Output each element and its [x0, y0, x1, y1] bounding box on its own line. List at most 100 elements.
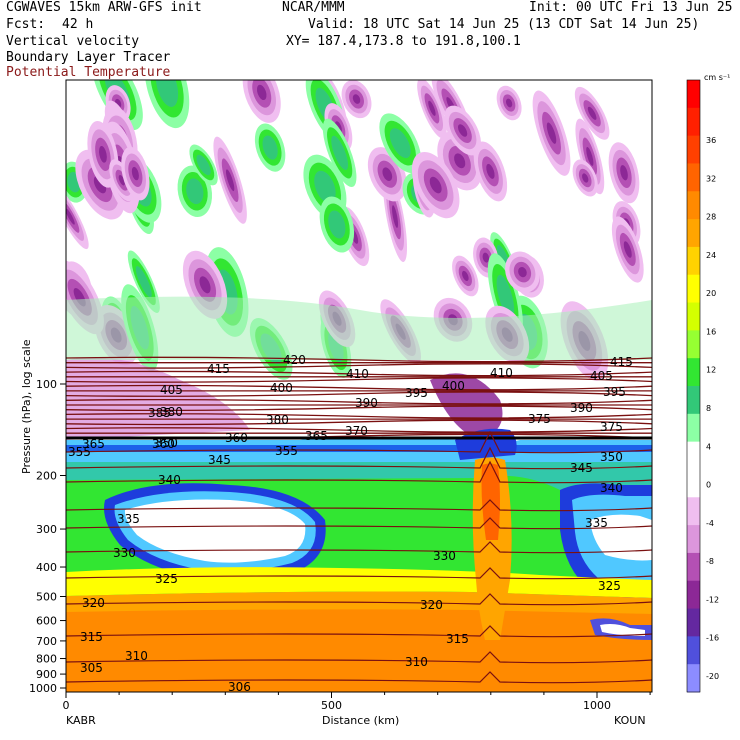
wave-cell: [611, 216, 644, 283]
wave-cell: [189, 144, 218, 186]
field-boundary-layer-tracer: Boundary Layer Tracer: [6, 50, 171, 65]
isentrope-label: 415: [207, 362, 230, 376]
wave-cell: [121, 146, 150, 201]
x-axis-label: Distance (km): [322, 714, 399, 727]
colorbar-label: -12: [706, 595, 719, 604]
colorbar-swatch: [687, 608, 700, 637]
isentrope-label: 400: [442, 379, 465, 393]
isentrope: [66, 567, 652, 580]
colorbar-swatch: [687, 386, 700, 415]
x-tick-label: 1000: [583, 699, 611, 712]
wave-cell: [411, 151, 460, 219]
isentrope: [66, 377, 652, 383]
wave-cell: [496, 85, 522, 121]
isentrope-label: 306: [228, 680, 251, 694]
isentrope-label: 320: [82, 596, 105, 610]
isentrope-label: 415: [610, 355, 633, 369]
forecast-hour: 42 h: [62, 17, 94, 32]
y-tick-label: 200: [36, 470, 57, 483]
isentrope: [66, 370, 652, 377]
y-tick-label: 600: [36, 615, 57, 628]
wave-cell: [109, 159, 135, 202]
valid-time: Valid: 18 UTC Sat 14 Jun 25 (13 CDT Sat …: [308, 17, 700, 32]
wave-cell: [417, 80, 447, 139]
colorbar-label: 20: [706, 289, 716, 298]
colorbar-label: -16: [706, 634, 719, 643]
wave-cell: [319, 196, 355, 253]
colorbar-swatch: [687, 302, 700, 331]
y-tick-label: 500: [36, 590, 57, 603]
wave-cell: [144, 80, 190, 129]
colorbar: 36 32 28 24 20 16 12 8 4 0 -4 -8 -12 -16 -20: [686, 79, 719, 693]
y-tick-label: 800: [36, 653, 57, 666]
x-tick-label: 0: [63, 699, 70, 712]
colorbar-swatch: [687, 413, 700, 443]
wave-cell: [322, 118, 357, 188]
colorbar-swatch: [687, 191, 700, 220]
colorbar-swatch: [687, 497, 700, 526]
wave-cell: [213, 136, 247, 224]
isentrope: [66, 413, 652, 419]
wave-cell: [505, 251, 540, 293]
right-station: KOUN: [614, 714, 646, 727]
wave-cell: [254, 123, 286, 172]
colorbar-swatch: [687, 552, 700, 582]
isentrope-label: 325: [155, 572, 178, 586]
wave-cell: [341, 80, 372, 119]
isentrope-label: 395: [603, 385, 626, 399]
isentrope: [66, 427, 652, 433]
isentrope-label: 375: [600, 420, 623, 434]
isentrope-label: 405: [160, 383, 183, 397]
isentrope: [66, 446, 652, 470]
isentrope-label: 340: [158, 473, 181, 487]
isentrope: [66, 593, 652, 606]
isentrope: [66, 384, 652, 391]
colorbar-label: 8: [706, 404, 711, 413]
isentrope-label: 365: [305, 429, 328, 443]
isentrope-label: 340: [600, 481, 623, 495]
colorbar-label: 24: [706, 251, 716, 260]
wave-cell: [242, 80, 281, 123]
plot-area: 305 306 310 310 315 315 320 320 325 325 330 330 335 3…: [66, 80, 652, 694]
colorbar-swatch: [687, 358, 700, 387]
cross-section-endpoints: XY= 187.4,173.8 to 191.8,100.1: [286, 34, 521, 49]
colorbar-label: 28: [706, 213, 716, 222]
isentrope-labels: 305 306 310 310 315 315 320 320 325 325 330 330 335 3…: [68, 353, 633, 694]
colorbar-swatch: [687, 107, 700, 137]
isentrope-label: 335: [585, 516, 608, 530]
isentrope-label: 390: [570, 401, 593, 415]
isentrope-label: 315: [80, 630, 103, 644]
isentrope-label: 345: [208, 453, 231, 467]
isentrope-label: 365: [82, 437, 105, 451]
colorbar-unit: cm s⁻¹: [704, 73, 730, 82]
init-time: Init: 00 UTC Fri 13 Jun 25: [529, 0, 733, 15]
isentrope-label: 320: [420, 598, 443, 612]
wave-cell: [379, 113, 422, 173]
isentrope: [66, 356, 652, 363]
isentrope-label: 345: [570, 461, 593, 475]
wave-cell: [572, 159, 598, 197]
isentrope: [66, 541, 652, 554]
org-label: NCAR/MMM: [282, 0, 345, 15]
isentrope-label: 390: [355, 396, 378, 410]
isentrope: [66, 625, 652, 638]
isentrope-label: 315: [446, 632, 469, 646]
isentrope: [66, 517, 652, 530]
y-tick-label: 400: [36, 561, 57, 574]
y-tick-label: 1000: [29, 682, 57, 695]
isentrope-label: 310: [405, 655, 428, 669]
y-tick-label: 900: [36, 668, 57, 681]
y-tick-label: 100: [36, 378, 57, 391]
isentrope-label: 310: [125, 649, 148, 663]
colorbar-label: -8: [706, 557, 714, 566]
colorbar-swatch: [687, 636, 700, 665]
y-axis-label: Pressure (hPa), log scale: [20, 339, 33, 474]
colorbar-swatch: [687, 525, 700, 554]
isentropes: [66, 356, 652, 684]
colorbar-label: 4: [706, 442, 711, 451]
wave-cell: [473, 141, 508, 202]
isentrope: [66, 671, 652, 684]
wave-cell: [66, 184, 89, 250]
